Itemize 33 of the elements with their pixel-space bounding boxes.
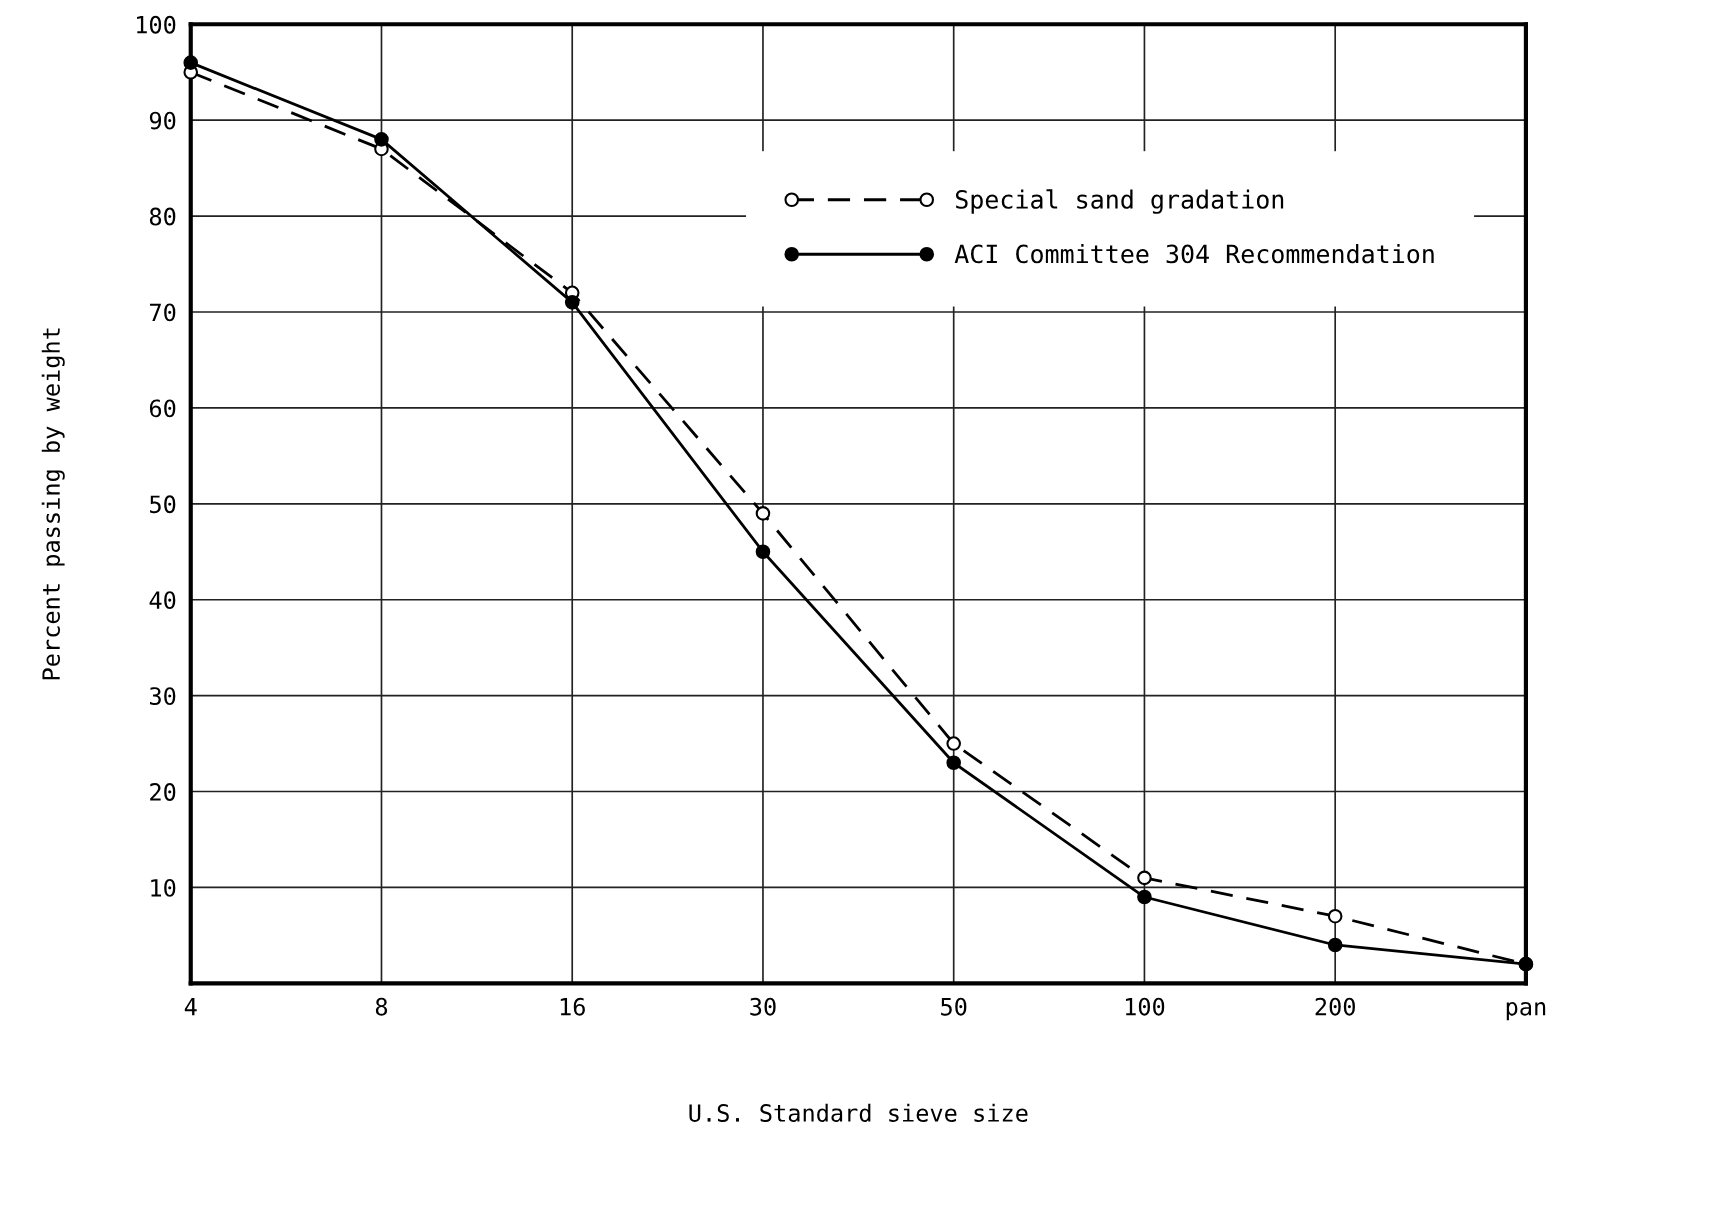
x-tick-label: 8 [375, 997, 388, 1016]
point [183, 55, 199, 70]
y-tick-label: 40 [149, 591, 176, 610]
point [1327, 908, 1343, 924]
x-tick-label: 16 [560, 997, 585, 1016]
y-tick-label: 90 [149, 111, 176, 130]
y-tick-label: 30 [150, 687, 176, 705]
point [946, 755, 961, 771]
point [946, 736, 961, 751]
point [755, 544, 771, 560]
x-tick-label: 30 [750, 997, 776, 1016]
y-tick-label: 50 [150, 495, 176, 514]
x-tick-label: pan [1506, 1002, 1546, 1021]
y-tick-label: 80 [149, 207, 176, 226]
point [564, 295, 580, 310]
y-tick-label: 100 [137, 15, 176, 34]
x-axis-title: U.S. Standard sieve size [689, 1103, 1028, 1122]
legend-label: Special sand gradation [955, 189, 1284, 214]
y-tick-label: 70 [150, 303, 176, 322]
y-tick-label: 20 [150, 783, 176, 801]
point [755, 506, 771, 521]
point [1137, 870, 1152, 886]
x-tick-label: 100 [1125, 997, 1165, 1016]
point [1327, 937, 1343, 953]
point [374, 132, 389, 147]
y-tick-label: 10 [151, 878, 176, 897]
x-tick-label: 200 [1315, 997, 1355, 1016]
y-tick-label: 60 [149, 399, 176, 418]
x-tick-label: 4 [184, 998, 197, 1016]
point [1137, 889, 1152, 905]
y-axis-title: Percent passing by weight [41, 328, 65, 680]
legend-label: ACI Committee 304 Recommendation [954, 244, 1434, 264]
x-tick-label: 50 [941, 997, 967, 1016]
